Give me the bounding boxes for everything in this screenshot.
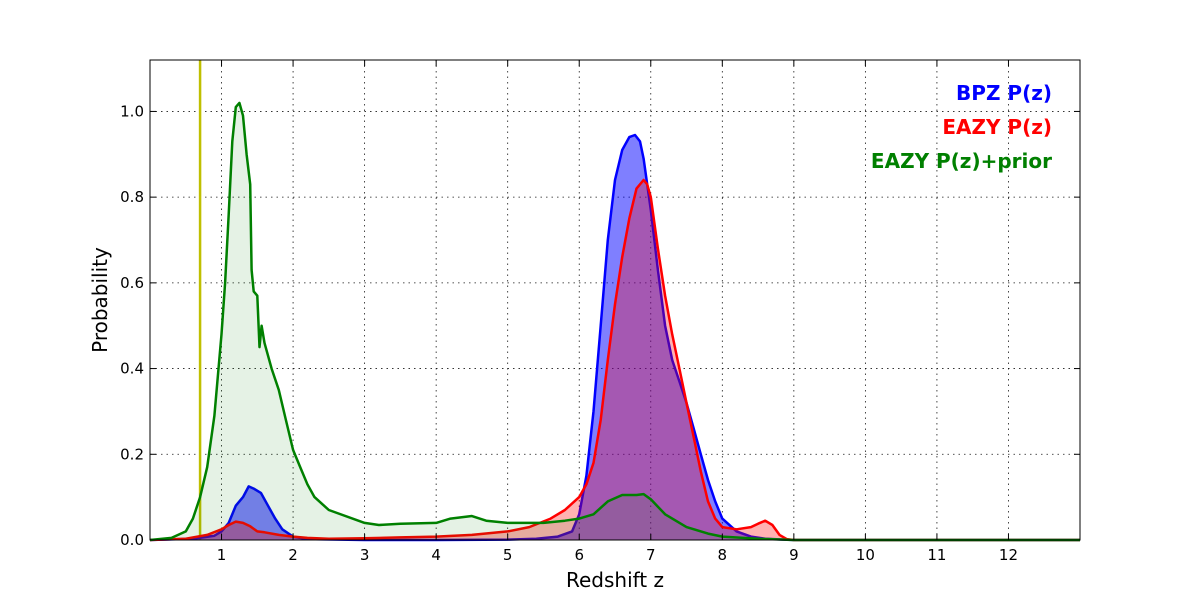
x-tick-label: 2 (288, 546, 298, 564)
x-tick-label: 8 (718, 546, 728, 564)
series-area (150, 102, 1080, 541)
legend: BPZ P(z) EAZY P(z) EAZY P(z)+prior (871, 81, 1052, 173)
series-eazy-p-z (149, 178, 1080, 542)
x-tick-label: 3 (360, 546, 370, 564)
x-tick-label: 12 (999, 546, 1018, 564)
y-tick-label: 0.0 (120, 531, 144, 549)
y-tick-label: 0.2 (120, 445, 144, 463)
y-axis-label: Probability (88, 247, 112, 353)
x-tick-label: 10 (856, 546, 875, 564)
x-tick-label: 9 (789, 546, 799, 564)
y-tick-label: 0.8 (120, 188, 144, 206)
x-tick-label: 11 (927, 546, 946, 564)
series-area (150, 180, 1080, 540)
legend-item-eazy-p-z-prior: EAZY P(z)+prior (871, 149, 1052, 173)
series-line (149, 178, 1080, 542)
series-bpz-p-z (149, 133, 1080, 542)
y-tick-label: 1.0 (120, 102, 144, 120)
y-tick-label: 0.4 (120, 360, 144, 378)
series-eazy-p-z-prior (149, 101, 1080, 542)
legend-item-eazy-p-z: EAZY P(z) (942, 115, 1052, 139)
x-tick-label: 5 (503, 546, 513, 564)
series-line (149, 133, 1080, 542)
y-tick-label: 0.6 (120, 274, 144, 292)
x-axis-label: Redshift z (566, 568, 664, 592)
x-tick-label: 1 (217, 546, 227, 564)
x-tick-label: 4 (431, 546, 441, 564)
plot-frame (149, 59, 1081, 541)
axis-ticks: 1 2 3 4 5 6 7 8 9 10 11 120.00.20.40.60.81.0 (120, 60, 1080, 564)
series-layer (149, 101, 1080, 542)
series-line (149, 101, 1080, 542)
x-tick-label: 6 (574, 546, 584, 564)
legend-item-bpz-p-z: BPZ P(z) (956, 81, 1052, 105)
x-tick-label: 7 (646, 546, 656, 564)
series-area (150, 135, 1080, 540)
